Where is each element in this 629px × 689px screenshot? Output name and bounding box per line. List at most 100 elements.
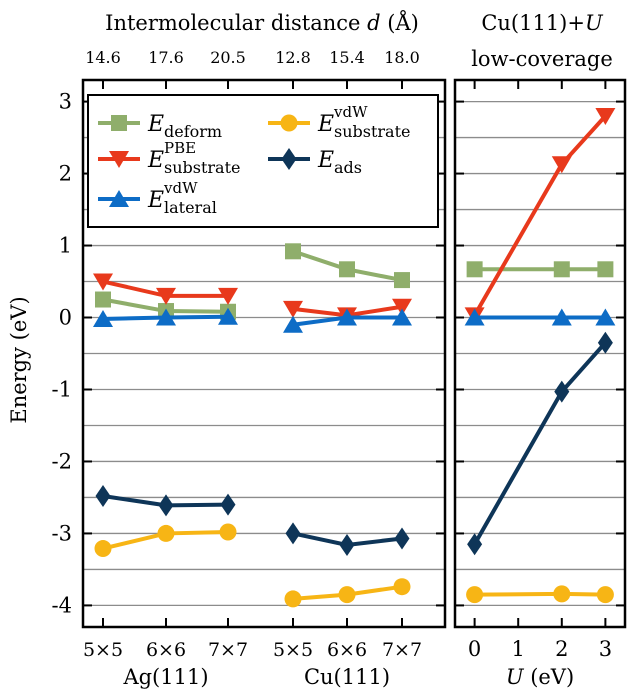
legend-sub-deform: deform [164, 122, 222, 141]
point-ads [394, 527, 410, 550]
point-deform [95, 291, 111, 308]
point-right-ads [554, 380, 570, 403]
x-tick-label-right: 3 [599, 637, 612, 661]
point-ads [220, 493, 236, 516]
top-distance-label: 14.6 [85, 48, 121, 67]
point-pbe_sub [283, 300, 303, 318]
legend-label-pbe_sub: E [147, 148, 164, 173]
legend-sub-vdw_sub: substrate [334, 122, 410, 141]
x-group-label: Ag(111) [122, 665, 208, 689]
point-ads [158, 494, 174, 517]
top-title-right-pre: Cu(111)+ [481, 11, 585, 35]
y-tick-labels: 3 2 1 0 -1 -2 -3 -4 [52, 90, 72, 618]
point-vdw_sub [157, 524, 175, 542]
x-tick-label-right: 2 [555, 637, 568, 661]
legend-sub-pbe_sub: substrate [164, 158, 240, 177]
point-vdw_lat [392, 308, 412, 326]
top-title-left-var: d [367, 11, 380, 35]
top-title-left-pre: Intermolecular distance [105, 11, 367, 35]
point-right-pbe_sub [595, 107, 616, 125]
x-axis-label-unit: (eV) [524, 665, 575, 689]
panel-right-frame [453, 78, 627, 629]
series-line-right-ads [472, 341, 607, 546]
y-tick-label: -4 [52, 593, 72, 617]
x-group-label: Cu(111) [304, 665, 390, 689]
point-right-vdw_lat [551, 308, 572, 326]
point-right-vdw_sub [553, 585, 571, 603]
y-tick-label: -1 [52, 377, 72, 401]
point-vdw_sub [338, 586, 356, 604]
x-axis-label-var: U [506, 665, 525, 689]
legend-label-ads: E [317, 148, 334, 173]
legend-marker-vdw_lat [109, 190, 129, 207]
series-line-right-vdw_sub [474, 591, 606, 597]
point-ads [95, 485, 111, 508]
legend-sub-vdw_lat: lateral [164, 198, 217, 217]
x-tick-label-right: 1 [512, 637, 525, 661]
point-vdw_lat [337, 308, 357, 326]
point-deform [285, 243, 301, 260]
top-distance-label: 20.5 [210, 48, 246, 67]
point-right-pbe_sub [551, 156, 572, 174]
x-category-label: 5×5 [83, 639, 123, 661]
y-tick-label: -3 [52, 521, 72, 545]
legend-label-vdw_lat: E [147, 188, 164, 213]
top-distance-label: 12.8 [275, 48, 311, 67]
top-title-left-post: (Å) [381, 10, 419, 35]
point-vdw_lat [283, 315, 303, 333]
point-deform [394, 272, 410, 289]
y-tick-label: 3 [59, 90, 72, 114]
series-right [464, 107, 616, 604]
point-vdw_lat [156, 308, 176, 326]
point-pbe_sub [93, 273, 113, 291]
x-category-label: 7×7 [382, 639, 422, 661]
x-category-label: 7×7 [208, 639, 248, 661]
point-ads [339, 533, 355, 556]
point-right-deform [553, 261, 570, 278]
top-title-right-line1: Cu(111)+U [481, 11, 604, 35]
x-category-label: 5×5 [273, 639, 313, 661]
point-right-deform [597, 261, 614, 278]
point-vdw_sub [284, 590, 302, 608]
legend-sup-pbe_sub: PBE [164, 139, 196, 157]
top-distance-label: 18.0 [384, 48, 420, 67]
point-right-ads [467, 533, 483, 556]
point-pbe_sub [156, 287, 176, 305]
series-line-right-pbe_sub [472, 114, 607, 317]
y-tick-label: 2 [59, 162, 72, 186]
legend-frame [87, 94, 439, 228]
top-distance-label: 17.6 [148, 48, 184, 67]
point-right-ads [597, 331, 613, 354]
y-tick-label: 0 [59, 306, 72, 330]
y-tick-label: 1 [59, 234, 72, 258]
x-tick-label-right: 0 [468, 637, 481, 661]
legend-sup-vdw_sub: vdW [333, 103, 368, 121]
top-distance-label: 15.4 [329, 48, 365, 67]
point-vdw_lat [218, 307, 238, 325]
legend-sub-ads: ads [334, 158, 362, 177]
point-vdw_sub [219, 523, 237, 541]
point-right-vdw_sub [466, 586, 484, 604]
point-right-vdw_lat [595, 308, 616, 326]
x-category-label: 6×6 [146, 639, 186, 661]
legend-marker-deform [111, 115, 127, 131]
y-axis-label: Energy (eV) [7, 296, 31, 423]
point-deform [339, 261, 355, 278]
grid-right [455, 100, 625, 607]
legend-marker-ads [281, 148, 297, 170]
legend-marker-vdw_sub [280, 114, 298, 132]
point-right-vdw_lat [464, 308, 485, 326]
x-tick-labels: 5×5 14.6 6×6 17.6 7×7 20.5 5×5 12.8 6×6 15.4 7×7 18… [83, 48, 612, 689]
series-left [93, 243, 412, 608]
point-vdw_sub [94, 540, 112, 558]
top-title-right-var: U [585, 11, 604, 35]
top-title-right-line2: low-coverage [471, 47, 613, 71]
legend-label-vdw_sub: E [317, 112, 334, 137]
legend-label-deform: E [147, 112, 164, 137]
point-vdw_sub [393, 578, 411, 596]
y-tick-label: -2 [52, 449, 72, 473]
point-vdw_lat [93, 309, 113, 327]
point-right-deform [466, 261, 483, 278]
point-pbe_sub [218, 287, 238, 305]
